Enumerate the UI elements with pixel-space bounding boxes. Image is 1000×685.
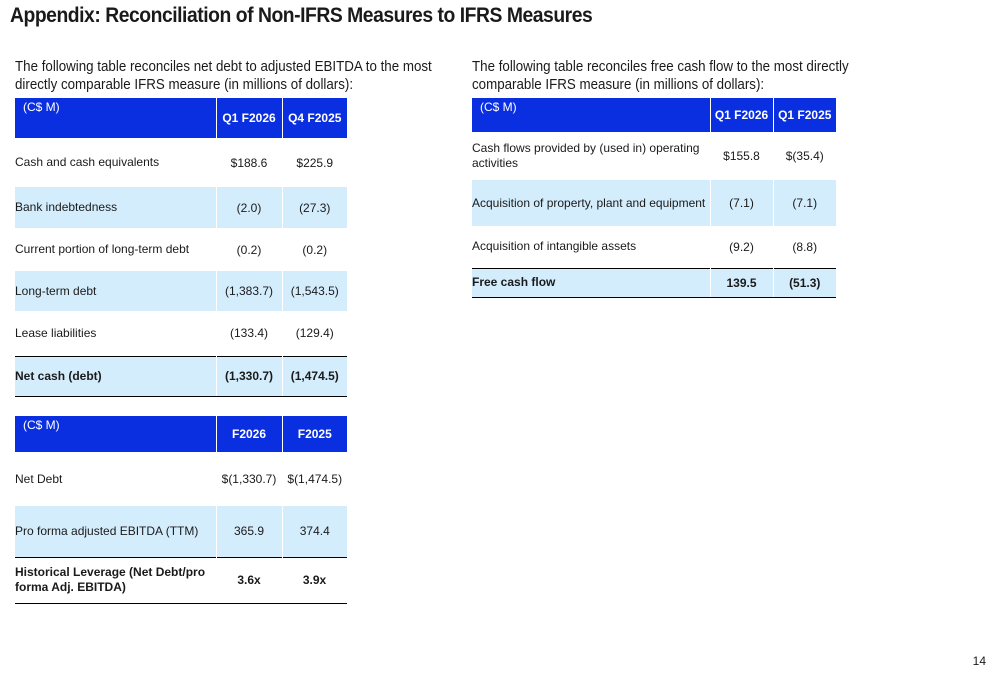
table-row: Cash flows provided by (used in) operati…: [472, 132, 836, 180]
table-header-row: (C$ M) Q1 F2026 Q4 F2025: [15, 98, 347, 138]
row-label: Acquisition of property, plant and equip…: [472, 180, 710, 226]
cell-value: (1,383.7): [215, 271, 282, 311]
row-label: Bank indebtedness: [15, 187, 216, 228]
free-cash-flow-table: (C$ M) Q1 F2026 Q1 F2025 Cash flows prov…: [472, 98, 836, 298]
table-row: Cash and cash equivalents $188.6 $225.9: [15, 138, 347, 187]
unit-label: (C$ M): [15, 98, 216, 138]
cell-value: $(35.4): [772, 132, 836, 180]
cell-value: (7.1): [772, 180, 836, 226]
cell-value: (0.2): [215, 228, 282, 271]
cell-value: 365.9: [215, 506, 282, 557]
cell-value: $155.8: [709, 132, 773, 180]
cell-value: 139.5: [709, 267, 773, 298]
total-row: Free cash flow 139.5 (51.3): [472, 267, 836, 298]
table-row: Lease liabilities (133.4) (129.4): [15, 311, 347, 356]
row-label: Cash flows provided by (used in) operati…: [472, 141, 700, 170]
cell-value: (1,330.7): [215, 355, 282, 397]
column-header: F2025: [281, 416, 347, 452]
page-title: Appendix: Reconciliation of Non-IFRS Mea…: [10, 4, 593, 27]
cell-value: $225.9: [281, 138, 347, 187]
cell-value: 374.4: [281, 506, 347, 557]
cell-value: (1,543.5): [281, 271, 347, 311]
row-label: Net cash (debt): [15, 355, 216, 397]
table-row: Acquisition of property, plant and equip…: [472, 180, 836, 226]
table-row: Long-term debt (1,383.7) (1,543.5): [15, 271, 347, 311]
table-header-row: (C$ M) F2026 F2025: [15, 416, 347, 452]
row-label: Current portion of long-term debt: [15, 242, 190, 256]
column-header: Q1 F2026: [709, 98, 773, 132]
cell-value: (9.2): [709, 226, 773, 268]
row-label: Net Debt: [15, 471, 63, 486]
unit-label: (C$ M): [15, 416, 216, 452]
row-label: Pro forma adjusted EBITDA (TTM): [15, 506, 216, 557]
net-debt-intro-text: The following table reconciles net debt …: [15, 59, 432, 93]
row-label: Long-term debt: [15, 271, 216, 311]
table-row: Bank indebtedness (2.0) (27.3): [15, 187, 347, 228]
table-header-row: (C$ M) Q1 F2026 Q1 F2025: [472, 98, 836, 132]
cell-value: (129.4): [281, 311, 347, 356]
cell-value: 3.6x: [216, 556, 282, 604]
row-label: Cash and cash equivalents: [15, 155, 160, 169]
cell-value: (1,474.5): [281, 355, 347, 397]
cell-value: (51.3): [772, 267, 836, 298]
row-label: Historical Leverage (Net Debt/pro forma …: [15, 556, 216, 604]
cell-value: $188.6: [215, 138, 282, 187]
total-row: Net cash (debt) (1,330.7) (1,474.5): [15, 355, 347, 397]
column-header: Q4 F2025: [281, 98, 347, 138]
row-label: Free cash flow: [472, 267, 710, 298]
row-label: Acquisition of intangible assets: [472, 239, 637, 254]
cell-value: (0.2): [281, 228, 347, 271]
table-row: Current portion of long-term debt (0.2) …: [15, 228, 347, 271]
unit-label: (C$ M): [472, 98, 710, 132]
column-header: Q1 F2026: [215, 98, 282, 138]
cell-value: (133.4): [215, 311, 282, 356]
column-header: F2026: [215, 416, 282, 452]
table-row: Acquisition of intangible assets (9.2) (…: [472, 226, 836, 268]
cell-value: (27.3): [281, 187, 347, 228]
fcf-intro-text: The following table reconciles free cash…: [472, 59, 849, 93]
column-header: Q1 F2025: [772, 98, 836, 132]
leverage-table: (C$ M) F2026 F2025 Net Debt $(1,330.7) $…: [15, 416, 347, 604]
cell-value: 3.9x: [282, 556, 347, 604]
cell-value: $(1,330.7): [215, 452, 282, 506]
row-label: Lease liabilities: [15, 325, 97, 340]
total-row: Historical Leverage (Net Debt/pro forma …: [15, 556, 347, 604]
table-row: Net Debt $(1,330.7) $(1,474.5): [15, 452, 347, 506]
net-debt-table: (C$ M) Q1 F2026 Q4 F2025 Cash and cash e…: [15, 98, 347, 397]
cell-value: (8.8): [772, 226, 836, 268]
table-row: Pro forma adjusted EBITDA (TTM) 365.9 37…: [15, 506, 347, 557]
cell-value: $(1,474.5): [281, 452, 347, 506]
cell-value: (2.0): [215, 187, 282, 228]
cell-value: (7.1): [709, 180, 773, 226]
page-number: 14: [972, 654, 986, 668]
